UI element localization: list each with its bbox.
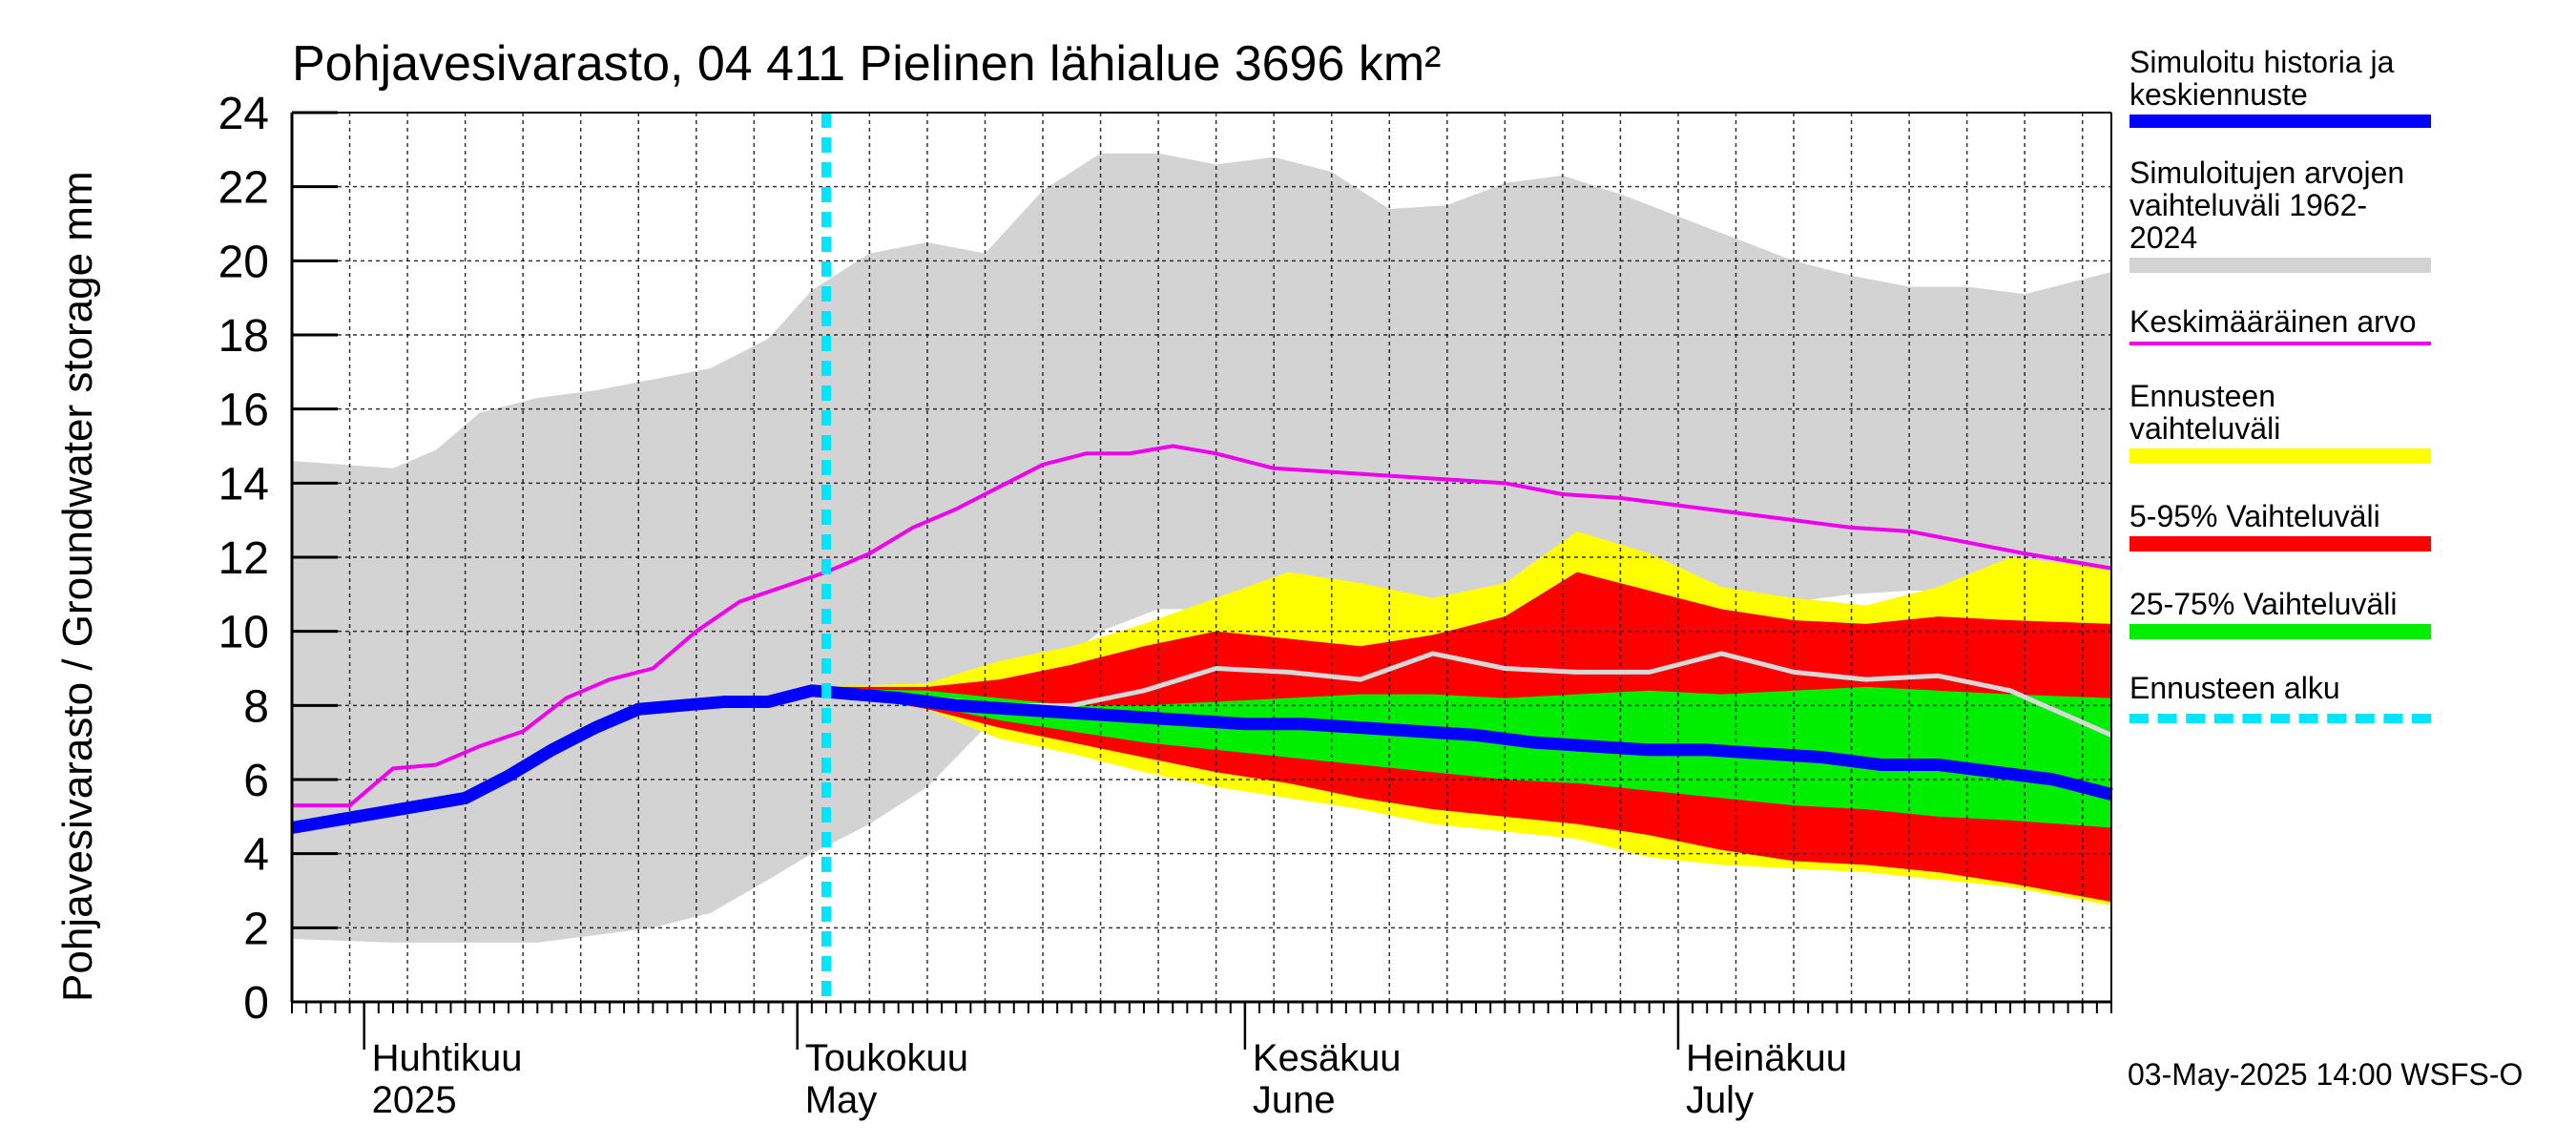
legend-item-ennusteen-vaihteluv-li: Ennusteen vaihteluväli [2129, 380, 2435, 464]
legend-swatch [2129, 714, 2431, 723]
legend-item-25-75-vaihteluv-li: 25-75% Vaihteluväli [2129, 588, 2435, 639]
y-tick-label: 14 [218, 459, 269, 510]
legend: Simuloitu historia ja keskiennuste Simulo… [2129, 46, 2435, 723]
y-tick-label: 24 [218, 89, 269, 139]
legend-swatch [2129, 536, 2431, 552]
y-axis-label: Pohjavesivarasto / Groundwater storage m… [54, 171, 101, 1002]
y-tick-label: 2 [243, 904, 269, 954]
y-tick-label: 8 [243, 681, 269, 732]
legend-label: 25-75% Vaihteluväli [2129, 587, 2398, 621]
y-tick-label: 16 [218, 385, 269, 436]
legend-swatch [2129, 114, 2431, 128]
y-tick-label: 18 [218, 311, 269, 362]
y-tick-label: 20 [218, 237, 269, 287]
x-month-sublabel: July [1686, 1079, 1754, 1121]
legend-swatch [2129, 624, 2431, 639]
legend-label: Simuloitujen arvojen vaihteluväli 1962-2… [2129, 156, 2405, 255]
x-month-label: Kesäkuu [1253, 1037, 1402, 1079]
y-tick-label: 0 [243, 978, 269, 1029]
legend-item-simuloitu-historia-ja: Simuloitu historia ja keskiennuste [2129, 46, 2435, 128]
y-tick-label: 22 [218, 163, 269, 214]
y-tick-label: 4 [243, 830, 269, 881]
legend-label: 5-95% Vaihteluväli [2129, 499, 2380, 533]
legend-label: Simuloitu historia ja keskiennuste [2129, 45, 2395, 112]
legend-item-5-95-vaihteluv-li: 5-95% Vaihteluväli [2129, 500, 2435, 552]
band-simuloitujen-arvojen-vaihteluv-li-1962-2024 [292, 153, 2111, 943]
y-tick-label: 6 [243, 756, 269, 806]
line-mediaani-ennuste [825, 651, 2113, 738]
legend-label: Ennusteen alku [2129, 671, 2340, 705]
line-simuloitu-historia-ja-keskiennuste [290, 684, 2113, 834]
line-keskim-r-inen-arvo [292, 444, 2112, 808]
legend-item-keskim-r-inen-arvo: Keskimääräinen arvo [2129, 305, 2435, 345]
x-month-sublabel: May [805, 1079, 878, 1121]
legend-swatch [2129, 258, 2431, 273]
legend-label: Ennusteen vaihteluväli [2129, 379, 2281, 446]
x-month-sublabel: June [1253, 1079, 1336, 1121]
legend-swatch [2129, 448, 2431, 464]
x-month-label: Toukokuu [805, 1037, 968, 1079]
legend-item-ennusteen-alku: Ennusteen alku [2129, 672, 2435, 723]
chart-title: Pohjavesivarasto, 04 411 Pielinen lähial… [292, 36, 1441, 92]
y-tick-label: 10 [218, 608, 269, 658]
x-month-label: Heinäkuu [1686, 1037, 1847, 1079]
legend-label: Keskimääräinen arvo [2129, 304, 2417, 339]
footer-timestamp: 03-May-2025 14:00 WSFS-O [2128, 1057, 2524, 1092]
x-month-sublabel: 2025 [372, 1079, 457, 1121]
y-tick-label: 12 [218, 533, 269, 584]
x-month-label: Huhtikuu [372, 1037, 523, 1079]
legend-swatch [2129, 342, 2431, 345]
plot-area: 024681012141618202224Huhtikuu2025Toukoku… [218, 89, 2113, 1121]
legend-item-simuloitujen-arvojen: Simuloitujen arvojen vaihteluväli 1962-2… [2129, 156, 2435, 273]
